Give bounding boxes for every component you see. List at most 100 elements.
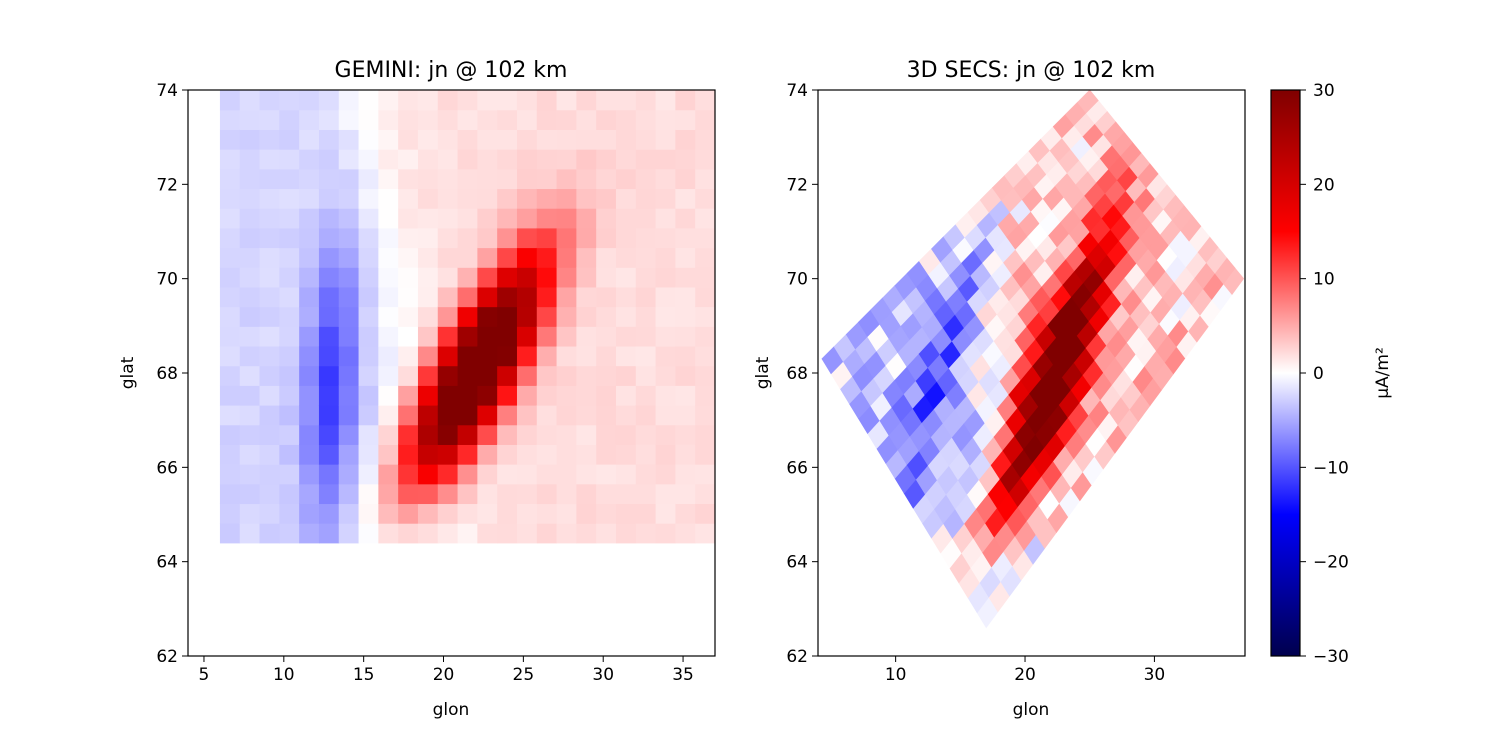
gemini-cell [260,385,280,405]
gemini-cell [319,248,339,268]
gemini-cell [675,287,695,307]
gemini-cell [636,503,656,523]
gemini-cell [656,484,676,504]
gemini-cell [616,110,636,130]
gemini-cell [537,188,557,208]
gemini-cell [299,326,319,346]
gemini-cell [220,110,240,130]
gemini-cell [359,149,379,169]
gemini-cell [319,307,339,327]
gemini-cell [557,169,577,189]
gemini-cell [636,90,656,110]
gemini-cell [220,208,240,228]
gemini-cell [398,248,418,268]
gemini-cell [458,464,478,484]
gemini-x-ticks: 5 10 15 20 25 30 35 [199,656,694,685]
gemini-cell [656,366,676,386]
gemini-cell [359,444,379,464]
gemini-cell [240,346,260,366]
gemini-cell [675,169,695,189]
gemini-cell [636,129,656,149]
gemini-cell [537,287,557,307]
gemini-cell [418,346,438,366]
gemini-cell [240,326,260,346]
gemini-cell [220,464,240,484]
gemini-cell [260,188,280,208]
gemini-cell [656,248,676,268]
gemini-cell [339,523,359,543]
gemini-cell [260,346,280,366]
colorbar-tick-label: −30 [1313,647,1349,667]
gemini-cell [695,523,715,543]
gemini-cell [339,129,359,149]
gemini-cell [299,129,319,149]
gemini-cell [695,307,715,327]
gemini-cell [656,129,676,149]
gemini-cell [656,425,676,445]
gemini-cell [458,346,478,366]
gemini-cell [418,464,438,484]
gemini-cell [517,444,537,464]
gemini-cell [319,188,339,208]
gemini-cell [557,444,577,464]
gemini-cell [576,228,596,248]
gemini-cell [240,248,260,268]
gemini-cell [220,484,240,504]
gemini-cell [656,307,676,327]
gemini-cell [438,366,458,386]
gemini-cell [438,248,458,268]
gemini-cell [418,503,438,523]
gemini-cell [319,385,339,405]
colorbar-ticks: −30 −20 −10 0 10 20 30 [1300,81,1349,667]
gemini-cell [299,425,319,445]
gemini-cell [319,366,339,386]
gemini-cell [616,208,636,228]
gemini-cell [240,228,260,248]
gemini-cell [656,405,676,425]
gemini-cell [299,228,319,248]
gemini-cell [438,90,458,110]
gemini-cell [418,484,438,504]
gemini-cell [477,346,497,366]
gemini-cell [537,503,557,523]
gemini-cell [319,287,339,307]
gemini-cell [497,346,517,366]
gemini-cell [319,208,339,228]
gemini-cell [438,523,458,543]
gemini-cell [616,346,636,366]
gemini-cell [299,169,319,189]
gemini-cell [339,405,359,425]
gemini-cell [398,307,418,327]
gemini-cell [359,425,379,445]
gemini-cell [695,405,715,425]
gemini-cell [378,503,398,523]
gemini-cell [220,346,240,366]
gemini-cell [517,248,537,268]
gemini-cell [279,346,299,366]
gemini-y-tick-label: 68 [156,364,178,384]
gemini-cell [398,287,418,307]
gemini-cell [616,267,636,287]
gemini-cell [220,503,240,523]
gemini-cell [557,90,577,110]
gemini-cell [458,307,478,327]
gemini-cell [576,484,596,504]
secs-y-tick-label: 72 [786,175,808,195]
gemini-cell [576,464,596,484]
gemini-cell [339,484,359,504]
gemini-cell [359,188,379,208]
gemini-cell [339,267,359,287]
gemini-cell [220,188,240,208]
gemini-cell [398,444,418,464]
gemini-cell [339,346,359,366]
gemini-cell [299,464,319,484]
gemini-cell [260,425,280,445]
gemini-cell [438,346,458,366]
gemini-cell [517,90,537,110]
gemini-cell [359,307,379,327]
gemini-cell [458,129,478,149]
gemini-cell [557,267,577,287]
gemini-cell [438,385,458,405]
gemini-cell [438,484,458,504]
gemini-cell [240,405,260,425]
